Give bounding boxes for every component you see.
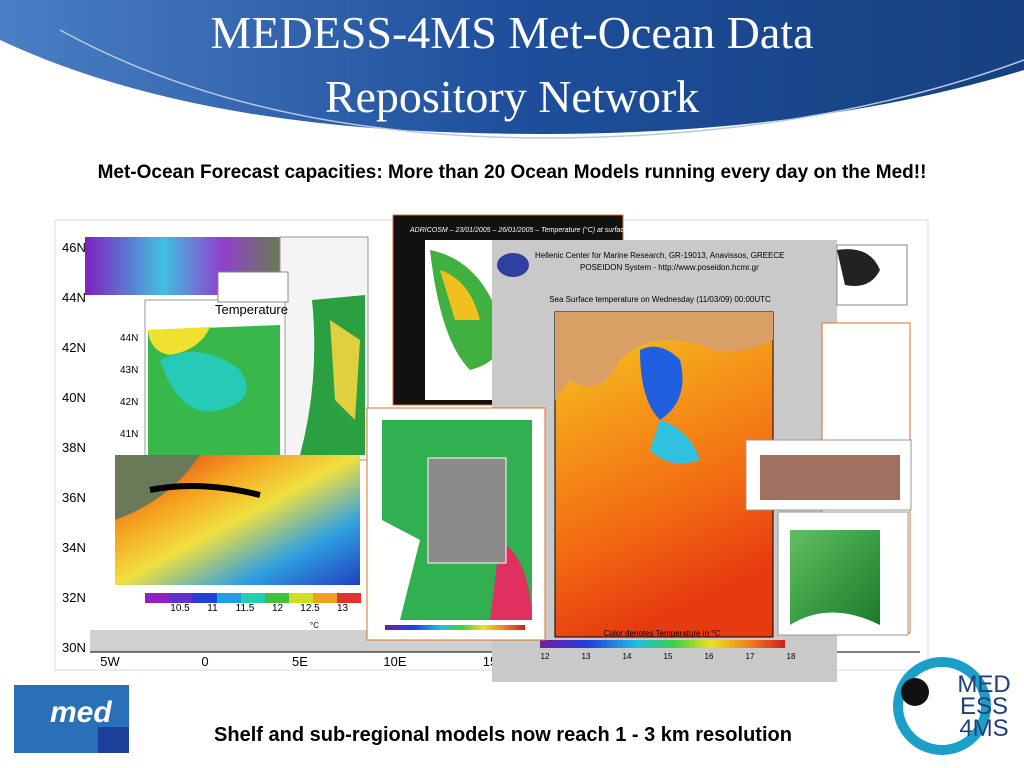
lat-label: 30N [62, 640, 86, 655]
poseidon-colorbar-label: 15 [664, 652, 673, 661]
colorbar-segment [289, 593, 313, 603]
subtitle: Met-Ocean Forecast capacities: More than… [98, 162, 927, 183]
colorbar-segment [337, 593, 361, 603]
header-band [0, 0, 1024, 134]
left-colorbar: 10.5 11 11.5 12 12.5 13 °C [145, 593, 361, 630]
temperature-lat-label: 41N [120, 429, 138, 440]
poseidon-institute: Hellenic Center for Marine Research, GR-… [535, 251, 784, 260]
temperature-blob [160, 352, 247, 412]
sicily-land [382, 520, 420, 620]
colorbar-label: 11.5 [236, 603, 255, 614]
colorbar-label: 11 [207, 603, 218, 614]
colorbar-label: 12 [272, 603, 284, 614]
colorbar-segment [169, 593, 193, 603]
poseidon-land [555, 312, 773, 400]
medess-line: ESS [960, 693, 1008, 720]
lat-label: 32N [62, 590, 86, 605]
poseidon-cold [650, 420, 700, 464]
poseidon-colorbar-label: 12 [541, 652, 550, 661]
green-plot [790, 530, 880, 625]
footer: Shelf and sub-regional models now reach … [214, 724, 792, 746]
sicily-colorbar [385, 625, 525, 630]
section-plot [760, 455, 900, 500]
lat-label: 36N [62, 490, 86, 505]
colorbar-segment [193, 593, 217, 603]
temperature-title: Temperature [215, 302, 288, 317]
poseidon-colorbar-caption: Color denotes Temperature in °C [604, 629, 721, 638]
poseidon-logo [497, 253, 529, 277]
colorbar-segment [241, 593, 265, 603]
adricosm-header: ADRICOSM – 23/01/2005 – 26/01/2005 – Tem… [409, 226, 628, 234]
temperature-header [217, 271, 289, 303]
header-curve [59, 29, 1024, 139]
colorbar-label: 13 [337, 603, 349, 614]
wind-jet [149, 483, 261, 498]
right-land [837, 249, 880, 286]
lat-label: 42N [62, 340, 86, 355]
temperature-lat-label: 43N [120, 365, 138, 376]
med-logo-text: med [50, 696, 112, 729]
colorbar-unit: °C [310, 621, 319, 630]
lon-label: 5W [100, 654, 120, 669]
medess-line: MED [957, 671, 1010, 698]
eu-flag [98, 727, 129, 753]
temperature-lat-label: 42N [120, 397, 138, 408]
title-line: MEDESS-4MS Met-Ocean Data [210, 7, 813, 58]
lon-label: 10E [383, 654, 406, 669]
colorbar-segment [313, 593, 337, 603]
poseidon-colorbar [540, 640, 785, 648]
poseidon-colorbar-label: 18 [787, 652, 796, 661]
poseidon-colorbar-label: 17 [746, 652, 755, 661]
temperature-lat-labels: 44N 43N 42N 41N [120, 333, 138, 440]
temperature-blob [148, 327, 210, 355]
colorbar-label: 12.5 [300, 603, 320, 614]
lon-label: 0 [201, 654, 208, 669]
lat-label: 38N [62, 440, 86, 455]
sicily-inset [427, 457, 507, 564]
poseidon-system: POSEIDON System - http://www.poseidon.hc… [580, 263, 759, 272]
colorbar-label: 10.5 [170, 603, 190, 614]
colorbar-segment [145, 593, 169, 603]
lat-label: 44N [62, 290, 86, 305]
colorbar-segment [265, 593, 289, 603]
medess-line: 4MS [959, 715, 1008, 742]
medess-drop [901, 678, 929, 706]
direction-map-sea [330, 320, 360, 420]
poseidon-map-title: Sea Surface temperature on Wednesday (11… [549, 295, 771, 304]
colorbar-segment [217, 593, 241, 603]
poseidon-cold [640, 346, 683, 420]
lon-label: 5E [292, 654, 308, 669]
lat-label: 40N [62, 390, 86, 405]
lat-label: 34N [62, 540, 86, 555]
poseidon-colorbar-label: 14 [623, 652, 632, 661]
poseidon-colorbar-labels: 12 13 14 15 16 17 18 [541, 652, 796, 661]
poseidon-colorbar-label: 16 [705, 652, 714, 661]
temperature-lat-label: 44N [120, 333, 138, 344]
adricosm-sea [440, 270, 480, 320]
poseidon-colorbar-label: 13 [582, 652, 591, 661]
lat-labels: 46N 44N 42N 40N 38N 36N 34N 32N 30N [62, 240, 86, 655]
title-line: Repository Network [325, 71, 699, 122]
lat-label: 46N [62, 240, 86, 255]
